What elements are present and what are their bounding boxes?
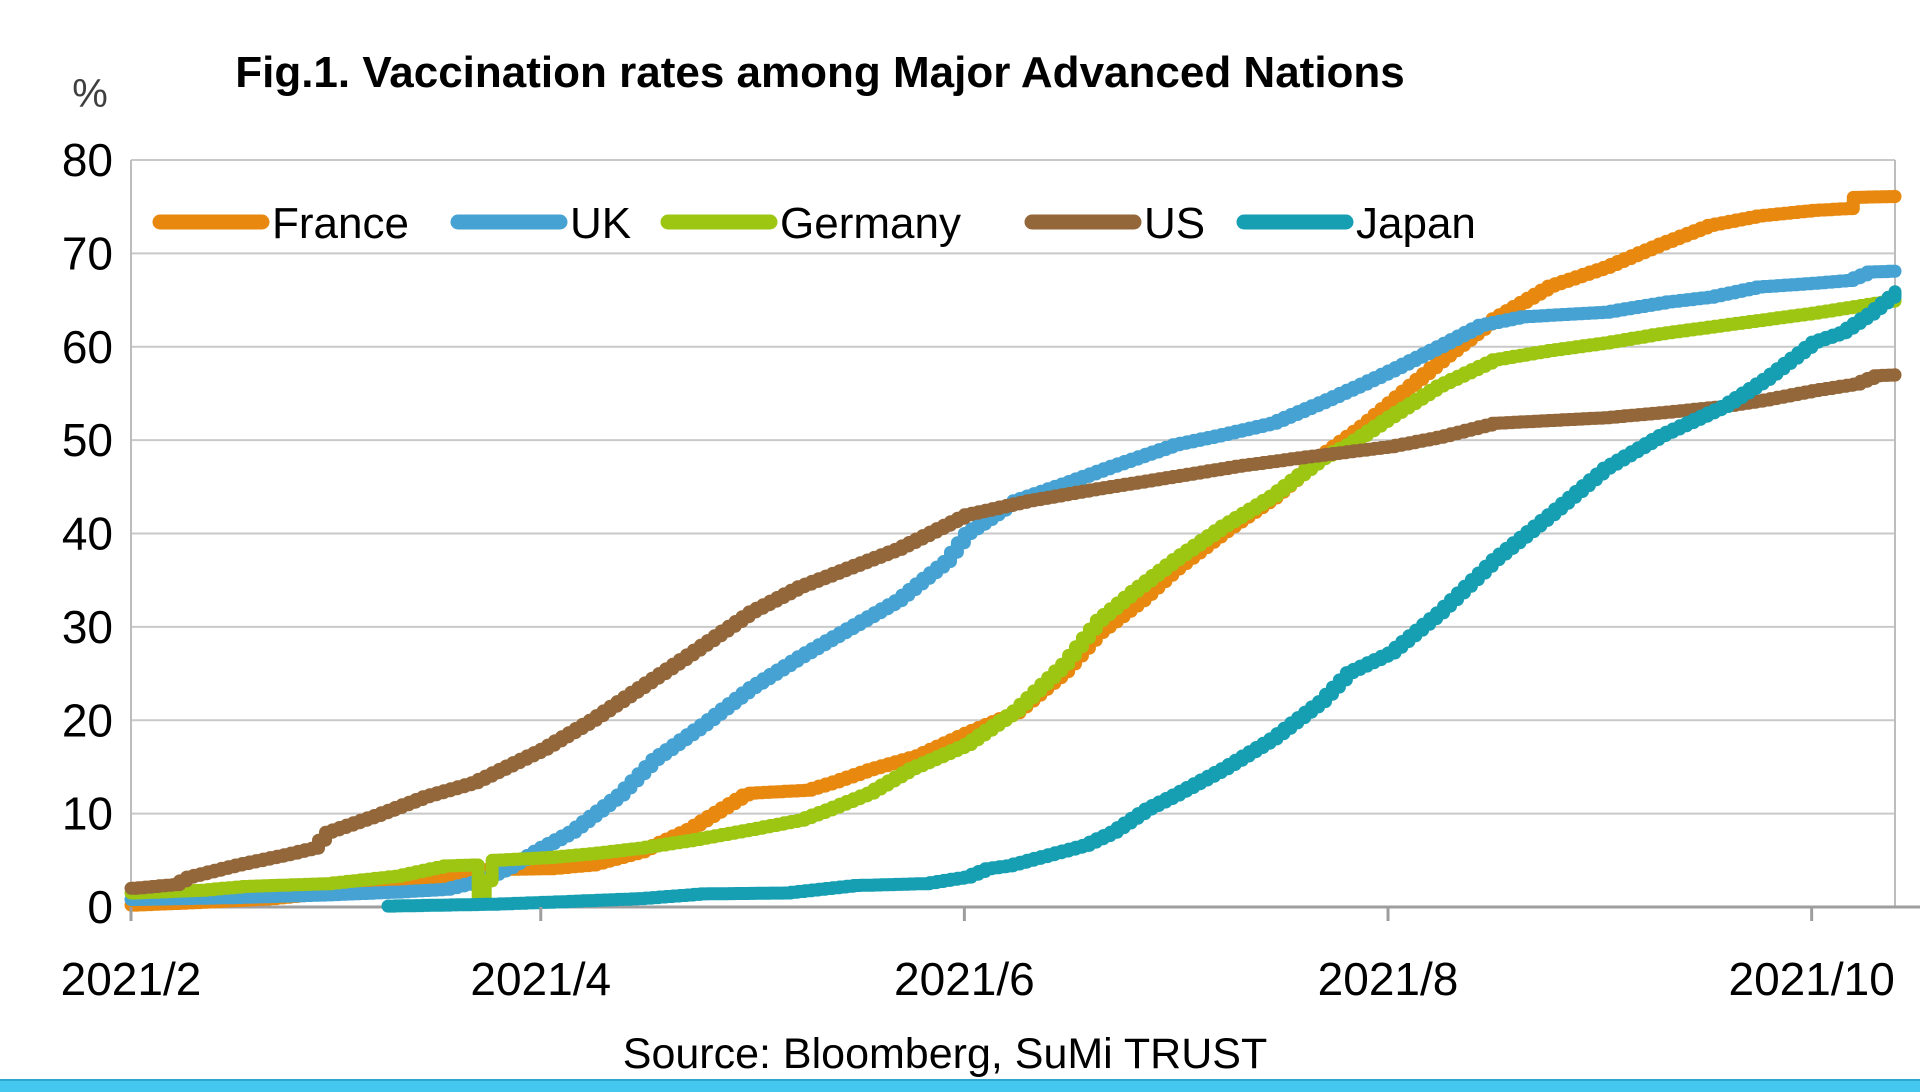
source-caption: Source: Bloomberg, SuMi TRUST bbox=[622, 1030, 1268, 1078]
legend-label-germany: Germany bbox=[780, 199, 961, 248]
legend-item-uk: UK bbox=[450, 199, 631, 248]
y-axis-tick-labels: 0 10 20 30 40 50 60 70 80 bbox=[62, 134, 113, 933]
y-tick-label-20: 20 bbox=[62, 694, 113, 746]
x-axis-ticks-and-labels: 2021/2 2021/4 2021/6 2021/8 2021/10 bbox=[61, 907, 1895, 1005]
legend-label-us: US bbox=[1144, 199, 1205, 248]
y-tick-label-10: 10 bbox=[62, 788, 113, 840]
x-tick-label-2021/8: 2021/8 bbox=[1318, 953, 1459, 1005]
gridlines bbox=[131, 159, 1895, 815]
legend-label-uk: UK bbox=[570, 199, 631, 248]
y-tick-label-70: 70 bbox=[62, 227, 113, 279]
footer-accent-bar bbox=[0, 1079, 1920, 1092]
series-line-japan bbox=[381, 285, 1902, 913]
series-lines bbox=[124, 189, 1902, 913]
y-tick-label-60: 60 bbox=[62, 321, 113, 373]
legend-item-japan: Japan bbox=[1236, 199, 1476, 248]
legend-label-france: France bbox=[272, 199, 409, 248]
y-tick-label-50: 50 bbox=[62, 414, 113, 466]
y-axis-unit-label: % bbox=[72, 72, 108, 116]
y-tick-label-80: 80 bbox=[62, 134, 113, 186]
legend-label-japan: Japan bbox=[1356, 199, 1476, 248]
y-tick-label-40: 40 bbox=[62, 508, 113, 560]
x-tick-label-2021/4: 2021/4 bbox=[470, 953, 611, 1005]
y-tick-label-0: 0 bbox=[87, 881, 113, 933]
legend-item-us: US bbox=[1024, 199, 1205, 248]
x-tick-label-2021/2: 2021/2 bbox=[61, 953, 202, 1005]
series-line-us bbox=[124, 368, 1902, 895]
y-tick-label-30: 30 bbox=[62, 601, 113, 653]
legend: France UK Germany US Japan bbox=[152, 199, 1476, 248]
legend-item-germany: Germany bbox=[660, 199, 961, 248]
x-tick-label-2021/6: 2021/6 bbox=[894, 953, 1035, 1005]
series-line-germany bbox=[124, 293, 1902, 908]
x-tick-label-2021/10: 2021/10 bbox=[1729, 953, 1895, 1005]
chart-title: Fig.1. Vaccination rates among Major Adv… bbox=[235, 48, 1405, 97]
legend-item-france: France bbox=[152, 199, 409, 248]
